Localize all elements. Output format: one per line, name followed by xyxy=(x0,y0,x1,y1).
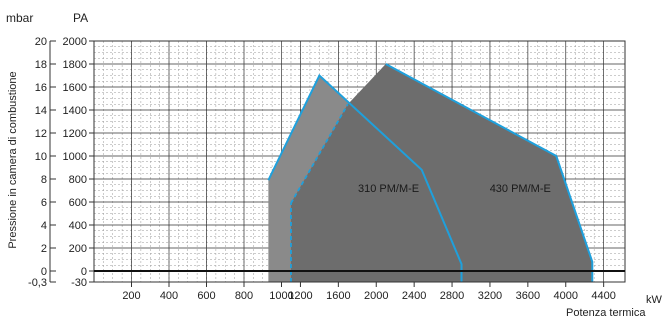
y-tick-label-mbar: -0,3 xyxy=(28,277,47,289)
y-axis-label: Pressione in camera di combustione xyxy=(7,71,19,248)
y-tick-label-mbar: 20 xyxy=(35,36,47,48)
y-tick-label-pa: -30 xyxy=(71,277,87,289)
y-tick-label-pa: 400 xyxy=(69,220,87,232)
y-tick-label-mbar: 2 xyxy=(41,243,47,255)
y-tick-label-mbar: 18 xyxy=(35,59,47,71)
x-tick-label: 1200 xyxy=(288,290,312,302)
x-tick-label: 3600 xyxy=(516,290,540,302)
region-1-label: 310 PM/M-E xyxy=(358,183,419,195)
y-tick-label-pa: 1000 xyxy=(63,151,87,163)
y-tick-label-mbar: 0 xyxy=(41,266,47,278)
x-tick-label: 4000 xyxy=(554,290,578,302)
y-tick-label-pa: 200 xyxy=(69,243,87,255)
x-tick-label: 1000 xyxy=(269,290,293,302)
y-unit-right: PA xyxy=(73,11,88,25)
y-tick-label-pa: 1800 xyxy=(63,59,87,71)
x-tick-label: 200 xyxy=(122,290,140,302)
y-tick-label-mbar: 14 xyxy=(35,105,47,117)
y-unit-left: mbar xyxy=(6,11,33,25)
x-tick-label: 1600 xyxy=(326,290,350,302)
x-tick-label: 2000 xyxy=(364,290,388,302)
y-tick-label-mbar: 8 xyxy=(41,174,47,186)
y-tick-label-mbar: 12 xyxy=(35,128,47,140)
x-tick-label: 400 xyxy=(160,290,178,302)
x-unit-label: kW xyxy=(646,294,662,306)
y-tick-label-pa: 800 xyxy=(69,174,87,186)
x-axis-label: Potenza termica xyxy=(566,307,646,319)
y-tick-label-pa: 600 xyxy=(69,197,87,209)
region-2-dashed-edge xyxy=(290,103,349,204)
y-tick-label-pa: 1600 xyxy=(63,82,87,94)
y-tick-label-pa: 2000 xyxy=(63,36,87,48)
x-tick-label: 4400 xyxy=(591,290,615,302)
x-tick-label: 600 xyxy=(197,290,215,302)
regions: 310 PM/M-E 430 PM/M-E xyxy=(267,63,594,282)
x-tick-label: 2400 xyxy=(402,290,426,302)
x-tick-label: 800 xyxy=(235,290,253,302)
y-tick-label-pa: 1200 xyxy=(63,128,87,140)
axes xyxy=(49,40,626,283)
region-2-label: 430 PM/M-E xyxy=(490,183,551,195)
y-tick-label-pa: 0 xyxy=(81,266,87,278)
y-tick-label-mbar: 4 xyxy=(41,220,47,232)
y-tick-label-mbar: 16 xyxy=(35,82,47,94)
plot-frame xyxy=(93,40,626,283)
x-tick-label: 3200 xyxy=(478,290,502,302)
y-tick-label-mbar: 10 xyxy=(35,151,47,163)
x-tick-label: 2800 xyxy=(440,290,464,302)
y-tick-label-pa: 1400 xyxy=(63,105,87,117)
y-tick-label-mbar: 6 xyxy=(41,197,47,209)
